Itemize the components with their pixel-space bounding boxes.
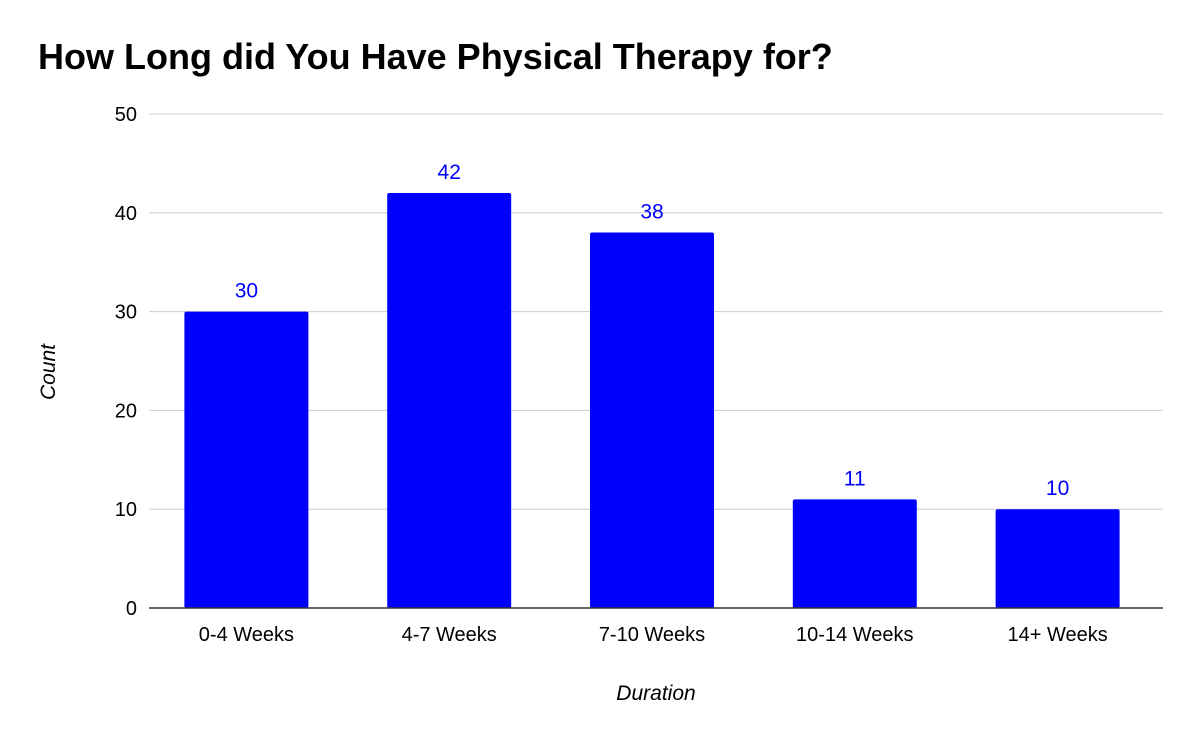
- chart-title: How Long did You Have Physical Therapy f…: [38, 36, 833, 77]
- y-tick-label: 0: [126, 598, 137, 620]
- y-tick-label: 40: [115, 203, 137, 225]
- bar: [792, 499, 917, 608]
- data-label: 30: [235, 280, 258, 303]
- data-labels: 30 42 38 11 10: [235, 161, 1070, 500]
- y-tick-label: 30: [115, 302, 137, 324]
- y-tick-label: 20: [115, 400, 137, 422]
- data-label: 11: [844, 467, 866, 490]
- x-tick-label: 4-7 Weeks: [402, 624, 497, 646]
- x-axis-title: Duration: [616, 682, 695, 705]
- bar: [590, 232, 714, 608]
- y-tick-label: 10: [115, 499, 137, 521]
- y-axis-ticks: 0 10 20 30 40 50: [115, 104, 137, 620]
- y-tick-label: 50: [115, 104, 137, 126]
- bar: [995, 509, 1120, 608]
- data-label: 38: [640, 201, 663, 224]
- x-axis-ticks: 0-4 Weeks 4-7 Weeks 7-10 Weeks 10-14 Weeks 1…: [199, 624, 1108, 646]
- x-tick-label: 10-14 Weeks: [796, 624, 913, 646]
- bar: [184, 311, 309, 608]
- x-tick-label: 0-4 Weeks: [199, 624, 294, 646]
- y-axis-title: Count: [37, 343, 60, 400]
- x-tick-label: 7-10 Weeks: [599, 624, 705, 646]
- bars: [184, 193, 1120, 609]
- bar: [387, 193, 512, 609]
- data-label: 42: [438, 161, 461, 184]
- data-label: 10: [1046, 477, 1069, 500]
- x-tick-label: 14+ Weeks: [1007, 624, 1107, 646]
